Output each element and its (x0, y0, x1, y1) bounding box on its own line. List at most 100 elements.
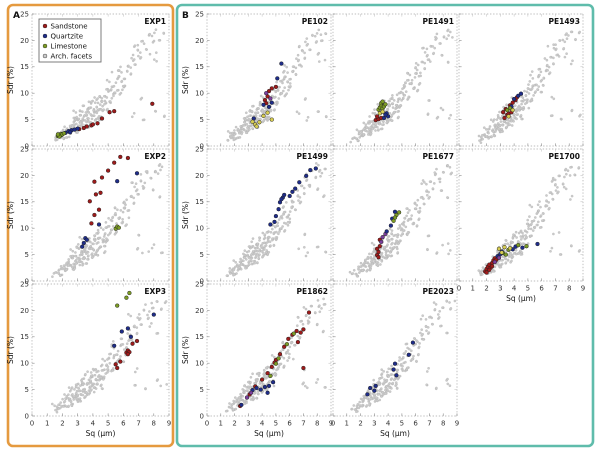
legend-marker-quartzite (42, 33, 48, 39)
panel-pe2023: 0 1 2 3 4 5 6 7 8 9 Sq (µm) PE2023 (331, 283, 459, 438)
x-tick-label: 4 (260, 420, 265, 428)
legend-label-sandstone: Sandstone (51, 23, 88, 31)
y-tick-label: 5 (200, 116, 204, 124)
y-tick-label: 20 (195, 307, 204, 315)
y-tick-label: 15 (195, 198, 204, 206)
series-quartzite (251, 61, 284, 121)
y-tick-label: 25 (20, 280, 29, 288)
x-tick-label: 3 (75, 420, 79, 428)
panel-exp1: 0 5 10 15 20 25 Sdr (%) EXP1 Sandstone Quartzite L… (6, 10, 170, 150)
plot-title: PE1491 (423, 17, 455, 26)
y-tick-label: 5 (25, 251, 29, 259)
series-limestone (113, 224, 121, 231)
x-tick-label: 6 (121, 420, 126, 428)
plot-title: PE1862 (297, 287, 329, 296)
y-axis-label: Sdr (%) (6, 66, 15, 94)
x-axis-label: Sq (µm) (86, 429, 116, 438)
series-yellow (496, 245, 513, 255)
y-axis-label: Sdr (%) (181, 201, 190, 229)
x-tick-label: 1 (345, 420, 349, 428)
y-tick-label: 10 (20, 90, 29, 98)
plot-frame (458, 13, 584, 147)
y-axis-label: Sdr (%) (181, 66, 190, 94)
panel-pe1491: PE1491 (332, 13, 458, 147)
series-quartzite (239, 380, 276, 408)
series-purple (264, 91, 273, 101)
x-tick-label: 3 (372, 420, 376, 428)
y-tick-label: 10 (195, 360, 204, 368)
series-purple (379, 231, 388, 245)
series-quartzite (509, 91, 524, 109)
series-limestone (115, 290, 132, 308)
legend-label-quartzite: Quartzite (51, 33, 84, 41)
series-yellow (506, 107, 515, 119)
y-tick-label: 0 (200, 142, 204, 150)
legend-marker-limestone (42, 43, 48, 49)
y-tick-label: 25 (195, 10, 204, 18)
y-tick-label: 5 (200, 251, 204, 259)
x-tick-label: 1 (45, 420, 49, 428)
x-tick-label: 4 (91, 420, 96, 428)
y-tick-label: 10 (20, 225, 29, 233)
x-tick-label: 2 (232, 420, 236, 428)
series-arch-facets (51, 163, 164, 279)
x-tick-label: 4 (512, 285, 517, 293)
x-tick-label: 1 (471, 285, 475, 293)
y-tick-label: 0 (200, 277, 204, 285)
panel-pe1700: 0 1 2 3 4 5 6 7 8 9 Sq (µm) PE1700 (457, 148, 585, 303)
x-tick-label: 1 (219, 420, 223, 428)
x-tick-label: 4 (386, 420, 391, 428)
x-tick-label: 0 (457, 285, 461, 293)
plot-frame (206, 148, 332, 282)
legend: Sandstone Quartzite Limestone Arch. facets (38, 18, 102, 63)
x-tick-label: 7 (301, 420, 305, 428)
x-tick-label: 2 (60, 420, 64, 428)
plot-title: PE102 (302, 17, 328, 26)
x-tick-label: 5 (274, 420, 278, 428)
plot-title: PE1677 (423, 152, 455, 161)
series-limestone (55, 131, 67, 139)
y-tick-label: 15 (195, 63, 204, 71)
legend-label-arch_facets: Arch. facets (51, 53, 93, 61)
series-limestone (376, 99, 388, 112)
series-quartzite (268, 166, 318, 227)
series-limestone (391, 210, 402, 223)
y-tick-label: 5 (200, 386, 204, 394)
plot-frame (458, 148, 584, 282)
y-tick-label: 10 (20, 360, 29, 368)
y-tick-label: 0 (200, 412, 204, 420)
panel-pe102: 0 5 10 15 20 25 Sdr (%) PE102 (181, 10, 332, 150)
series-sandstone (374, 237, 382, 260)
x-tick-label: 9 (167, 420, 171, 428)
y-axis-label: Sdr (%) (6, 201, 15, 229)
x-tick-label: 5 (106, 420, 110, 428)
y-tick-label: 25 (195, 145, 204, 153)
series-purple (492, 255, 502, 265)
legend-marker-sandstone (42, 23, 48, 29)
series-quartzite (80, 171, 140, 249)
y-tick-label: 5 (25, 116, 29, 124)
y-tick-label: 15 (195, 333, 204, 341)
legend-marker-arch_facets (42, 53, 48, 59)
legend-box (38, 18, 102, 63)
x-tick-label: 7 (427, 420, 431, 428)
series-quartzite (495, 241, 540, 259)
y-tick-label: 25 (20, 10, 29, 18)
x-tick-label: 6 (539, 285, 544, 293)
plot-frame (31, 283, 170, 417)
plot-title: PE1700 (549, 152, 581, 161)
legend-label-limestone: Limestone (51, 43, 87, 51)
y-tick-label: 15 (20, 198, 29, 206)
x-tick-label: 8 (441, 420, 445, 428)
plot-title: PE1493 (549, 17, 581, 26)
y-tick-label: 0 (25, 277, 29, 285)
x-tick-label: 9 (455, 420, 459, 428)
x-tick-label: 2 (484, 285, 488, 293)
series-quartzite (381, 111, 391, 121)
x-tick-label: 7 (136, 420, 140, 428)
series-yellow (377, 109, 385, 116)
plot-frame (31, 148, 170, 282)
y-tick-label: 15 (20, 63, 29, 71)
